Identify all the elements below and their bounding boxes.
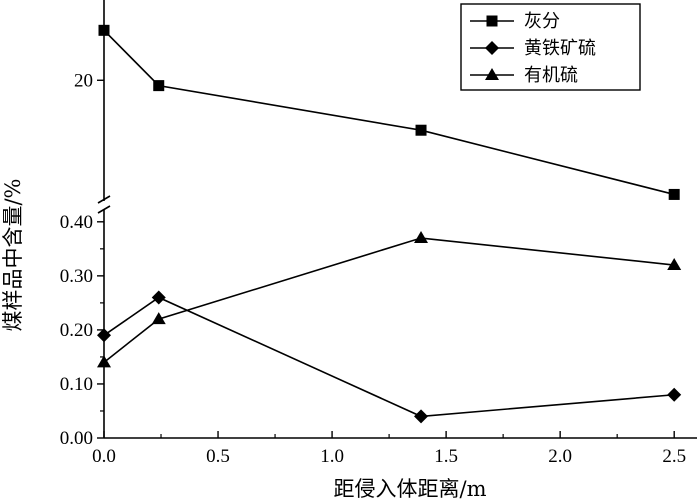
x-tick-label: 2.5 bbox=[662, 446, 686, 467]
y-tick-label: 0.40 bbox=[60, 212, 93, 233]
data-point bbox=[667, 387, 682, 402]
y-tick-label: 0.00 bbox=[60, 428, 93, 449]
data-point bbox=[151, 312, 166, 325]
y-tick-label: 0.30 bbox=[60, 266, 93, 287]
legend-item: 黄铁矿硫 bbox=[470, 38, 596, 59]
legend-label: 黄铁矿硫 bbox=[524, 38, 596, 59]
y-tick-label: 0.10 bbox=[60, 374, 93, 395]
data-point bbox=[151, 290, 166, 305]
series-layer bbox=[97, 24, 682, 424]
x-axis-title: 距侵入体距离/m bbox=[334, 477, 487, 501]
x-tick-label: 1.5 bbox=[434, 446, 458, 467]
data-point bbox=[667, 258, 682, 271]
data-point bbox=[98, 24, 110, 36]
legend-item: 灰分 bbox=[470, 11, 560, 32]
legend-item: 有机硫 bbox=[470, 65, 578, 86]
series-line bbox=[103, 237, 675, 363]
series-line bbox=[103, 296, 675, 418]
y-tick-label: 0.20 bbox=[60, 320, 93, 341]
legend-label: 灰分 bbox=[524, 11, 560, 32]
data-point bbox=[414, 409, 429, 424]
axis-break-mark bbox=[97, 205, 111, 214]
x-tick-label: 2.0 bbox=[548, 446, 572, 467]
axis-break-mark bbox=[97, 195, 111, 204]
legend-marker bbox=[485, 68, 499, 80]
data-point bbox=[97, 328, 111, 343]
x-tick-label: 0.5 bbox=[206, 446, 230, 467]
legend-label: 有机硫 bbox=[524, 65, 578, 86]
x-ticks: 0.0 0.5 1.0 1.5 2.0 2.5 bbox=[92, 431, 686, 467]
y-axis-title: 煤样品中含量/% bbox=[1, 178, 25, 331]
series-triangle bbox=[97, 231, 682, 368]
x-tick-label: 1.0 bbox=[320, 446, 344, 467]
data-point bbox=[414, 231, 429, 244]
data-point bbox=[668, 188, 680, 200]
series-square bbox=[98, 24, 680, 200]
y-ticks: 0.00 0.10 0.20 0.30 0.40 20 bbox=[60, 70, 104, 449]
legend-marker bbox=[486, 15, 498, 27]
data-point bbox=[153, 80, 165, 92]
data-point bbox=[97, 355, 111, 368]
series-line bbox=[103, 29, 675, 196]
y-tick-label: 20 bbox=[74, 70, 93, 91]
data-point bbox=[415, 124, 427, 136]
x-tick-label: 0.0 bbox=[92, 446, 116, 467]
axes bbox=[97, 0, 697, 439]
series-diamond bbox=[97, 290, 682, 424]
legend-marker bbox=[485, 41, 499, 55]
